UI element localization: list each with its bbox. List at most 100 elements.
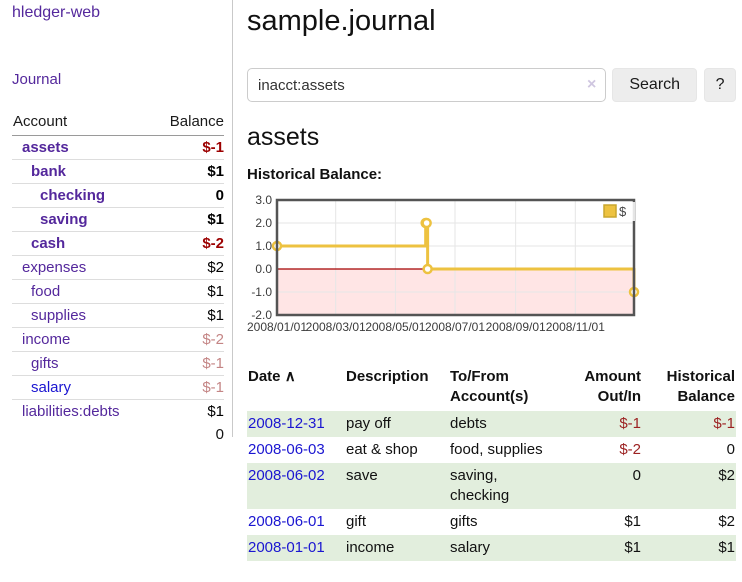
transaction-balance: 0 <box>726 441 735 458</box>
account-balance: $1 <box>152 279 224 304</box>
account-balance: $1 <box>152 207 224 232</box>
search-bar: × Search ? <box>247 68 736 102</box>
transaction-description: save <box>346 467 378 484</box>
account-balance: $-1 <box>202 139 224 156</box>
account-link[interactable]: liabilities:debts <box>22 403 120 420</box>
x-tick-label: 2008/05/01 <box>365 320 425 334</box>
balance-chart-svg: 3.0 2.0 1.0 0.0 -1.0 -2.02008/01/012008/03/01… <box>247 193 640 334</box>
accounts-header-row: Account Balance <box>12 109 224 136</box>
transaction-date-link[interactable]: 2008-06-03 <box>248 441 325 458</box>
y-tick-label: -2.0 <box>251 308 272 322</box>
transaction-row: 2008-06-01 gift gifts $1 $2 <box>247 509 736 535</box>
transaction-row: 2008-06-02 save saving, checking 0 $2 <box>247 463 736 509</box>
account-link[interactable]: salary <box>31 379 72 396</box>
x-tick-label: 2008/11/01 <box>546 320 605 334</box>
account-row: bank $1 <box>12 159 224 184</box>
sidebar: hledger-web Journal Account Balance asse… <box>0 0 233 443</box>
transaction-balance: $2 <box>718 513 735 530</box>
account-balance: 0 <box>152 183 224 208</box>
account-row: liabilities:debts $1 <box>12 399 224 423</box>
account-row: expenses $2 <box>12 255 224 280</box>
account-row: saving $1 <box>12 207 224 232</box>
transaction-amount: $1 <box>624 513 641 530</box>
account-balance: $-1 <box>152 351 224 376</box>
account-link[interactable]: saving <box>40 211 88 228</box>
clear-search-icon[interactable]: × <box>587 76 597 93</box>
account-row: checking 0 <box>12 183 224 208</box>
x-tick-label: 2008/09/01 <box>486 320 546 334</box>
register-header-row: Date ∧ Description To/From Account(s) Am… <box>247 365 736 411</box>
historical-balance-chart: 3.0 2.0 1.0 0.0 -1.0 -2.0 2008/01/01 2008/03/01… <box>247 193 736 338</box>
account-balance: $1 <box>152 303 224 328</box>
accounts-table: Account Balance assets $-1 bank $1 checking 0… <box>12 109 224 446</box>
accounts-total-spacer <box>12 423 152 446</box>
app-title-link[interactable]: hledger-web <box>12 4 101 21</box>
y-tick-label: 1.0 <box>255 239 272 253</box>
data-point-marker <box>422 263 433 275</box>
transaction-accounts: salary <box>450 539 491 556</box>
transaction-balance: $-1 <box>713 415 735 432</box>
account-link[interactable]: expenses <box>22 259 87 276</box>
transaction-amount: $-2 <box>619 441 641 458</box>
legend-swatch <box>603 204 617 218</box>
accounts-header-balance: Balance <box>152 109 224 136</box>
search-input[interactable] <box>247 68 607 102</box>
y-tick-label: 0.0 <box>255 262 272 276</box>
transaction-amount: $-1 <box>619 415 641 432</box>
account-link[interactable]: income <box>22 331 71 348</box>
transaction-date-link[interactable]: 2008-12-31 <box>248 415 325 432</box>
register-header-amount: Amount Out/In <box>584 368 641 405</box>
transaction-accounts: gifts <box>450 513 478 530</box>
y-tick-label: 2.0 <box>255 216 272 230</box>
help-button[interactable]: ? <box>704 68 736 102</box>
account-link[interactable]: gifts <box>31 355 59 372</box>
transaction-date-link[interactable]: 2008-06-01 <box>248 513 325 530</box>
account-row: salary $-1 <box>12 375 224 400</box>
legend-label: $ <box>619 204 627 219</box>
transaction-description: pay off <box>346 415 391 432</box>
account-link[interactable]: supplies <box>31 307 87 324</box>
account-link[interactable]: cash <box>31 235 66 252</box>
account-link[interactable]: checking <box>40 187 106 204</box>
sidebar-item-journal[interactable]: Journal <box>12 71 62 88</box>
page-title: sample.journal <box>247 5 436 37</box>
accounts-total-value: 0 <box>215 426 224 443</box>
account-link[interactable]: bank <box>31 163 67 180</box>
main-content: sample.journal × Search ? assets Histori… <box>247 0 736 561</box>
sort-ascending-icon: ∧ <box>284 368 296 385</box>
account-balance: $1 <box>152 399 224 423</box>
account-row: food $1 <box>12 279 224 304</box>
accounts-header-account: Account <box>12 109 153 136</box>
y-tick-label: 3.0 <box>255 193 272 207</box>
accounts-total-row: 0 <box>12 423 224 446</box>
search-field-wrap: × <box>247 68 607 102</box>
register-header-balance: Historical Balance <box>666 368 735 405</box>
search-button[interactable]: Search <box>612 68 698 102</box>
account-heading: assets <box>247 123 320 151</box>
transaction-description: eat & shop <box>346 441 418 458</box>
register-header-accounts: To/From Account(s) <box>450 368 529 405</box>
transaction-amount: 0 <box>632 467 641 484</box>
account-balance: $-2 <box>152 231 224 256</box>
account-balance: $-2 <box>152 327 224 352</box>
register-table: Date ∧ Description To/From Account(s) Am… <box>247 365 736 561</box>
transaction-amount: $1 <box>624 539 641 556</box>
account-row: cash $-2 <box>12 231 224 256</box>
account-link[interactable]: assets <box>22 139 69 156</box>
transaction-balance: $2 <box>718 467 735 484</box>
transaction-accounts: debts <box>450 415 487 432</box>
account-row: supplies $1 <box>12 303 224 328</box>
transaction-date-link[interactable]: 2008-06-02 <box>248 467 325 484</box>
register-header-date[interactable]: Date ∧ <box>248 368 296 385</box>
transaction-accounts: saving, checking <box>450 467 510 504</box>
x-tick-label: 2008/01/01 <box>247 320 307 334</box>
plot-border <box>275 198 636 317</box>
transaction-row: 2008-12-31 pay off debts $-1 $-1 <box>247 411 736 437</box>
account-balance: $-1 <box>152 375 224 400</box>
transaction-row: 2008-06-03 eat & shop food, supplies $-2 0 <box>247 437 736 463</box>
transaction-date-link[interactable]: 2008-01-01 <box>248 539 325 556</box>
account-link[interactable]: food <box>31 283 61 300</box>
transaction-accounts: food, supplies <box>450 441 543 458</box>
account-balance: $1 <box>152 159 224 184</box>
